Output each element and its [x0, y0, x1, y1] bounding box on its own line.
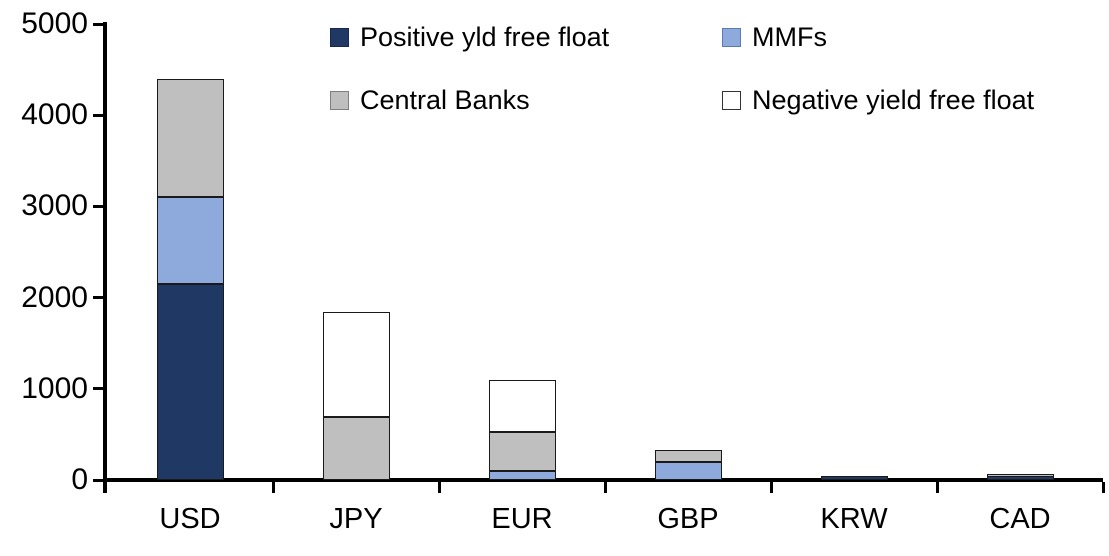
y-axis-line [103, 22, 107, 493]
bar-segment-gbp-central-banks [654, 450, 722, 462]
x-axis-line [103, 478, 1103, 482]
y-axis-label: 4000 [21, 98, 88, 132]
category-label-eur: EUR [491, 503, 553, 535]
bar-segment-cad-central-banks [986, 474, 1054, 478]
legend-swatch-icon [330, 91, 349, 110]
x-tick [437, 482, 441, 493]
legend-swatch-icon [722, 91, 741, 110]
bar-segment-jpy-central-banks [322, 417, 390, 480]
legend-entry-central-banks: Central Banks [330, 87, 530, 114]
x-tick [271, 482, 275, 493]
bar-segment-krw-positive-yld-free-float [820, 475, 888, 480]
y-tick [93, 478, 107, 482]
x-tick [935, 482, 939, 493]
bar-segment-eur-negative-yield-free-float [488, 379, 556, 432]
bar-segment-usd-positive-yld-free-float [156, 283, 224, 480]
legend-swatch-icon [330, 28, 349, 47]
legend-entry-mmfs: MMFs [722, 24, 827, 51]
category-label-cad: CAD [989, 503, 1051, 535]
y-tick [93, 296, 107, 300]
legend-label: MMFs [752, 22, 827, 52]
legend-label: Central Banks [360, 85, 530, 115]
y-tick [93, 113, 107, 117]
y-axis-label: 3000 [21, 189, 88, 223]
y-axis-label: 2000 [21, 280, 88, 314]
bar-segment-jpy-negative-yield-free-float [322, 312, 390, 418]
bar-segment-eur-mmfs [488, 470, 556, 480]
category-label-usd: USD [159, 503, 221, 535]
y-tick [93, 204, 107, 208]
legend-label: Negative yield free float [752, 85, 1035, 115]
y-axis-label: 5000 [21, 7, 88, 40]
legend-entry-positive-yld-free-float: Positive yld free float [330, 24, 609, 51]
x-tick [1101, 482, 1105, 493]
y-axis-label: 0 [71, 463, 88, 496]
x-tick [769, 482, 773, 493]
x-tick [603, 482, 607, 493]
category-label-gbp: GBP [657, 503, 719, 535]
category-label-jpy: JPY [329, 503, 383, 535]
legend-label: Positive yld free float [360, 22, 610, 52]
y-tick [93, 387, 107, 391]
y-tick [93, 22, 107, 26]
y-axis-label: 1000 [21, 371, 88, 405]
category-label-krw: KRW [820, 503, 888, 535]
bar-segment-usd-central-banks [156, 78, 224, 198]
bar-segment-gbp-mmfs [654, 461, 722, 480]
legend-entry-negative-yield-free-float: Negative yield free float [722, 87, 1034, 114]
bar-segment-usd-mmfs [156, 197, 224, 284]
bar-segment-eur-central-banks [488, 431, 556, 471]
legend-swatch-icon [722, 28, 741, 47]
